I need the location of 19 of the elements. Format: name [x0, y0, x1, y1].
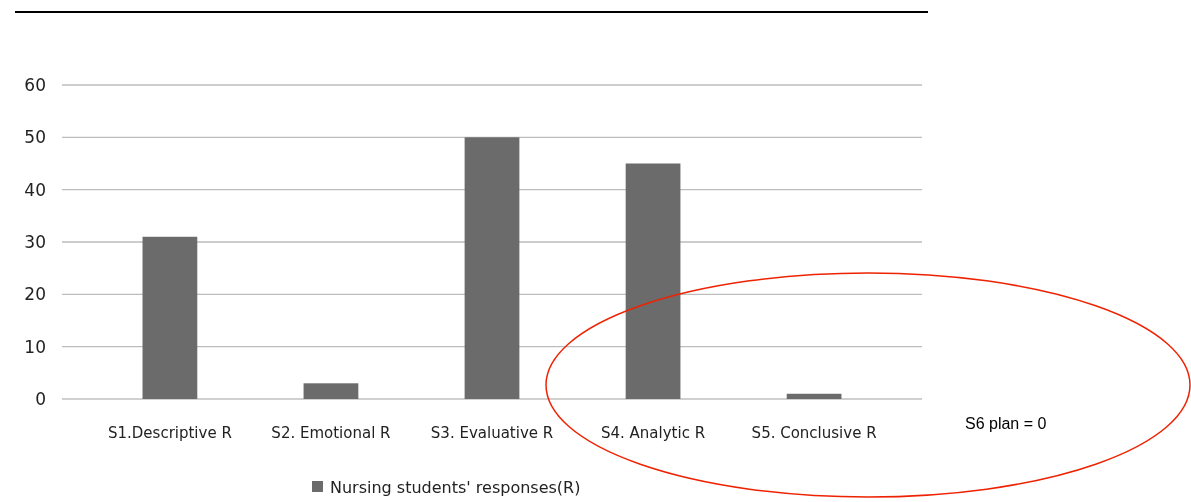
y-tick-label: 60	[24, 74, 46, 95]
bar	[625, 163, 681, 399]
bar	[464, 137, 520, 399]
x-tick-label: S1.Descriptive R	[107, 424, 232, 442]
legend-label: Nursing students' responses(R)	[330, 477, 581, 497]
y-tick-label: 10	[24, 336, 46, 357]
bar	[142, 236, 198, 399]
bar	[303, 383, 359, 399]
y-tick-label: 20	[24, 284, 46, 305]
y-tick-label: 30	[24, 231, 46, 252]
x-tick-label: S5. Conclusive R	[751, 424, 877, 442]
text: S6 plan = 0	[965, 414, 1047, 432]
x-tick-label: S2. Emotional R	[271, 424, 391, 442]
x-tick-label: S3. Evaluative R	[430, 424, 554, 442]
y-tick-label: 50	[24, 127, 46, 148]
y-tick-label: 40	[24, 179, 46, 200]
x-tick-label: S4. Analytic R	[601, 424, 706, 442]
y-tick-label: 0	[35, 388, 46, 409]
bar	[786, 393, 842, 399]
